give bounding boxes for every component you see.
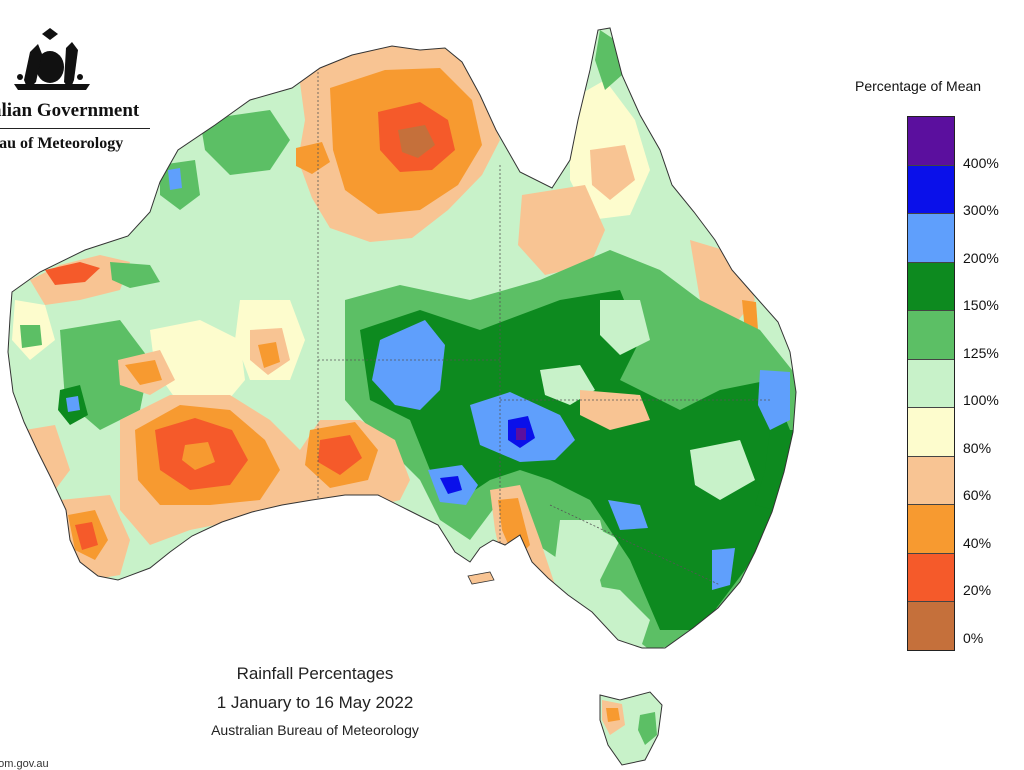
coastline [7,27,797,649]
legend-label: 100% [963,392,999,408]
legend-swatch [908,456,954,505]
legend-title: Percentage of Mean [855,78,982,94]
legend-swatch [908,602,954,650]
tasmania [599,691,663,766]
map-source: Australian Bureau of Meteorology [211,722,419,738]
gov-org-line2: eau of Meteorology [0,135,124,152]
legend-swatch [908,311,954,360]
legend-label: 80% [963,439,992,456]
kangaroo-island [467,571,495,585]
legend-swatch [908,117,954,166]
legend-swatch [908,165,954,214]
map-title: Rainfall Percentages [236,664,394,683]
legend-swatch [908,553,954,602]
legend-swatch [908,262,954,311]
legend-label: 40% [963,534,992,551]
gov-org-line1: alian Government [0,100,140,121]
legend-color-bar [907,116,955,651]
legend-swatch [908,408,954,457]
footer-url: bom.gov.au [0,758,49,770]
gov-divider [0,128,150,129]
legend-label: 150% [963,297,999,313]
legend-swatch [908,359,954,408]
legend-label: 200% [963,249,999,266]
legend-swatch [908,214,954,263]
legend-label: 60% [963,487,992,503]
map-date-range: 1 January to 16 May 2022 [216,693,414,712]
legend-swatch [908,505,954,554]
legend-label: 125% [963,344,999,361]
legend-label: 20% [963,582,992,598]
legend-label: 0% [963,629,984,646]
legend-label: 400% [963,154,999,171]
legend-label: 300% [963,202,999,218]
australian-coat-of-arms-icon [14,28,90,90]
